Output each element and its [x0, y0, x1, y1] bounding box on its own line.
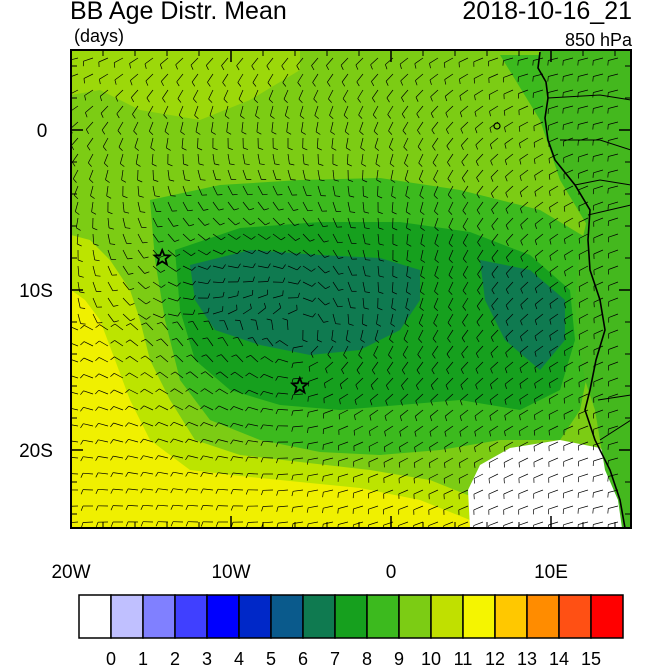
y-label-10s: 10S: [19, 281, 53, 302]
star-1-marker: [152, 247, 173, 267]
minor-ticks: [70, 50, 631, 528]
wind-barbs: [71, 57, 619, 528]
map-frame: [70, 49, 632, 529]
colorbar-box-4: [206, 594, 240, 639]
colorbar-box-15: [558, 594, 592, 639]
colorbar-label-4: 4: [234, 649, 244, 667]
colorbar-label-8: 8: [362, 649, 372, 667]
colorbar-box-11: [430, 594, 464, 639]
coastline: [537, 51, 626, 528]
colorbar-label-2: 2: [170, 649, 180, 667]
colorbar-box-5: [238, 594, 272, 639]
colorbar-label-15: 15: [581, 649, 601, 667]
colorbar-label-5: 5: [266, 649, 276, 667]
colorbar-box-14: [526, 594, 560, 639]
colorbar-label-11: 11: [454, 649, 473, 667]
star-markers: [152, 247, 310, 395]
datetime-label: 2018-10-16_21: [462, 0, 632, 25]
x-label-10e: 10E: [534, 562, 568, 583]
colorbar-label-12: 12: [485, 649, 505, 667]
colorbar-box-8: [334, 594, 368, 639]
colorbar-box-12: [462, 594, 496, 639]
colorbar-label-6: 6: [298, 649, 308, 667]
map-field: [71, 50, 631, 528]
y-label-20s: 20S: [19, 441, 53, 462]
island: [493, 122, 501, 130]
x-label-10w: 10W: [211, 562, 250, 583]
colorbar-label-3: 3: [202, 649, 212, 667]
units-label: (days): [74, 26, 125, 46]
colorbar-box-9: [366, 594, 400, 639]
country-borders: [547, 94, 631, 441]
colorbar-box-1: [110, 594, 144, 639]
x-label-20w: 20W: [51, 562, 90, 583]
star-2-marker: [289, 375, 310, 395]
darkgreen-core-east: [480, 260, 565, 370]
colorbar-label-10: 10: [421, 649, 441, 667]
white-region: [468, 440, 631, 528]
colorbar-box-0: [78, 594, 112, 639]
colorbar: 0 1 2 3 4 5 6 7 8 9 10 11 12 13 14 15: [78, 594, 624, 667]
x-label-0: 0: [386, 562, 397, 583]
colorbar-box-10: [398, 594, 432, 639]
colorbar-box-13: [494, 594, 528, 639]
colorbar-label-9: 9: [394, 649, 404, 667]
colorbar-label-13: 13: [517, 649, 537, 667]
colorbar-box-2: [142, 594, 176, 639]
colorbar-box-6: [270, 594, 304, 639]
colorbar-box-7: [302, 594, 336, 639]
pressure-level-label: 850 hPa: [564, 30, 632, 50]
colorbar-box-3: [174, 594, 208, 639]
y-label-0: 0: [37, 121, 48, 142]
map-title: BB Age Distr. Mean: [70, 0, 287, 25]
colorbar-label-0: 0: [106, 649, 116, 667]
colorbar-label-14: 14: [549, 649, 569, 667]
darkgreen-core-west: [190, 250, 420, 355]
colorbar-label-7: 7: [330, 649, 340, 667]
colorbar-box-16: [590, 594, 624, 639]
colorbar-label-1: 1: [138, 649, 148, 667]
